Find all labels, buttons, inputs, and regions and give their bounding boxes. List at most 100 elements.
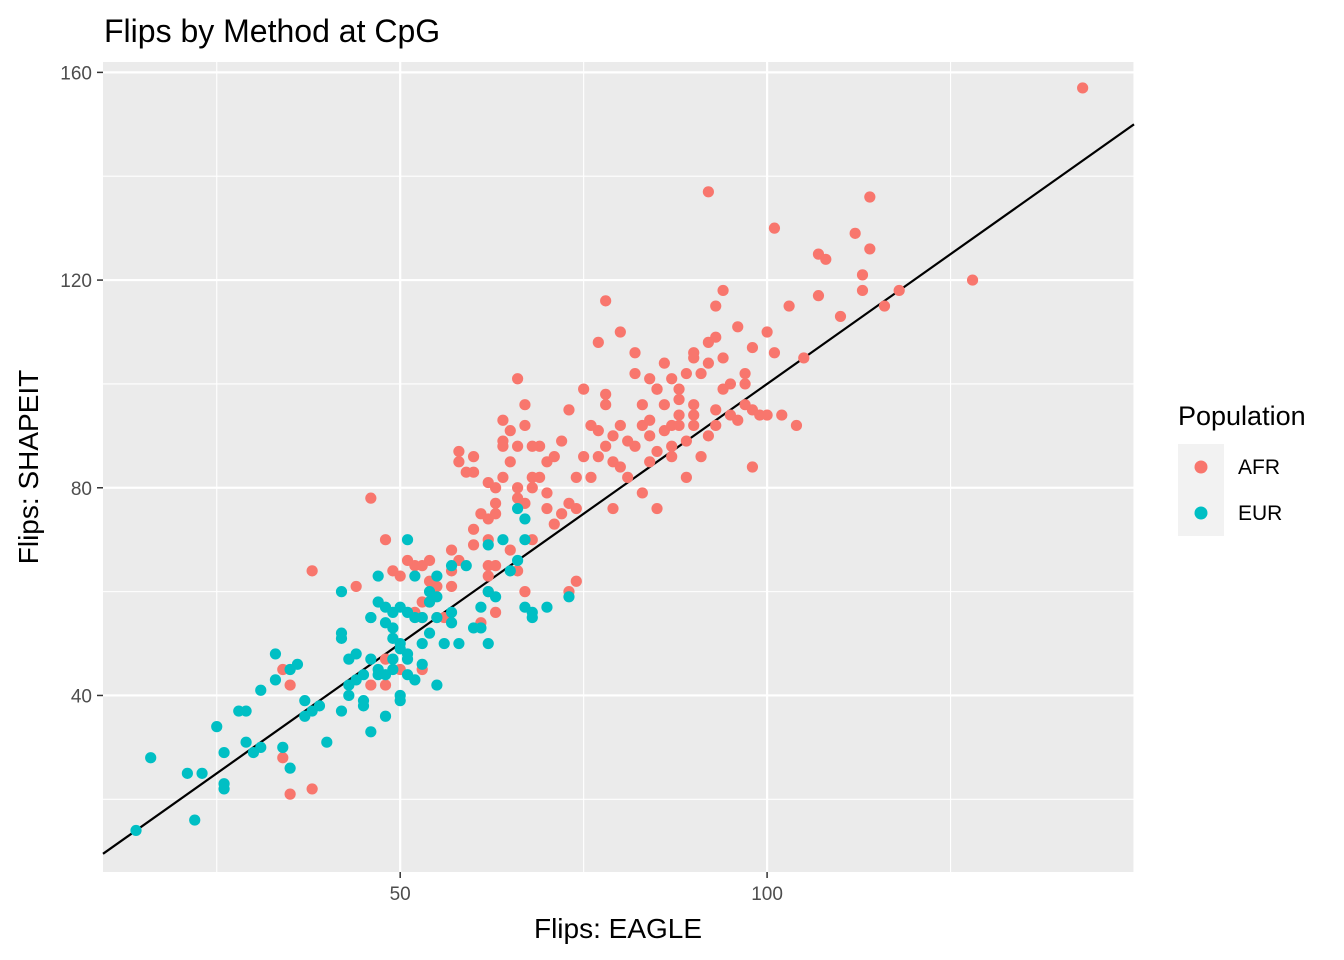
point-afr	[578, 451, 590, 463]
point-eur	[401, 669, 414, 681]
point-eur	[277, 741, 289, 753]
point-eur	[409, 570, 421, 582]
point-eur	[130, 824, 142, 837]
legend-label-afr: AFR	[1238, 456, 1280, 479]
point-eur	[563, 591, 575, 603]
point-afr	[512, 492, 524, 504]
point-afr	[856, 269, 869, 281]
point-afr	[666, 373, 678, 385]
point-afr	[658, 357, 670, 369]
point-afr	[365, 492, 377, 504]
point-afr	[651, 383, 663, 395]
point-afr	[739, 367, 751, 380]
point-eur	[519, 513, 531, 525]
point-eur	[401, 534, 414, 546]
point-eur	[372, 596, 384, 608]
point-afr	[724, 378, 737, 390]
point-afr	[394, 570, 406, 582]
point-afr	[614, 461, 626, 473]
point-afr	[600, 388, 612, 400]
point-afr	[717, 284, 729, 297]
point-afr	[673, 383, 685, 395]
point-afr	[489, 497, 502, 509]
point-eur	[482, 637, 494, 650]
point-eur	[357, 669, 370, 681]
point-afr	[849, 227, 861, 239]
point-eur	[372, 570, 384, 582]
point-afr	[629, 347, 641, 359]
point-eur	[475, 622, 487, 634]
point-afr	[783, 300, 795, 312]
point-afr	[702, 430, 714, 442]
point-eur	[526, 606, 538, 618]
point-eur	[240, 736, 252, 748]
point-afr	[306, 565, 318, 577]
legend-label-eur: EUR	[1238, 502, 1282, 525]
point-afr	[607, 430, 619, 442]
point-afr	[820, 253, 832, 265]
point-afr	[893, 284, 905, 297]
point-afr	[512, 482, 524, 494]
point-afr	[423, 554, 436, 567]
point-eur	[438, 637, 450, 650]
y-tick-label: 80	[71, 479, 92, 500]
point-afr	[365, 679, 377, 691]
point-afr	[761, 326, 773, 338]
point-afr	[702, 336, 714, 348]
point-eur	[431, 611, 443, 624]
point-eur	[445, 617, 458, 629]
point-afr	[798, 352, 810, 364]
point-eur	[431, 570, 443, 582]
point-eur	[335, 632, 348, 644]
point-afr	[622, 435, 634, 447]
point-afr	[644, 456, 656, 468]
point-eur	[321, 736, 333, 748]
point-eur	[299, 695, 311, 707]
point-afr	[739, 378, 751, 390]
point-eur	[189, 814, 201, 826]
point-afr	[570, 575, 582, 587]
point-eur	[211, 721, 223, 733]
point-afr	[548, 518, 560, 530]
point-afr	[636, 487, 648, 499]
point-eur	[512, 502, 524, 515]
point-afr	[277, 752, 289, 764]
point-afr	[592, 336, 604, 348]
point-eur	[343, 689, 355, 702]
point-afr	[688, 352, 700, 364]
point-eur	[145, 752, 157, 764]
point-afr	[489, 508, 502, 520]
point-eur	[365, 611, 377, 624]
point-afr	[688, 399, 700, 411]
point-afr	[519, 399, 531, 411]
point-eur	[460, 560, 472, 572]
point-eur	[365, 726, 377, 738]
point-afr	[614, 419, 626, 432]
point-eur	[423, 627, 436, 639]
y-axis-title: Flips: SHAPEIT	[13, 370, 44, 564]
point-afr	[710, 419, 722, 432]
point-eur	[423, 586, 436, 598]
reference-line-layer	[102, 123, 1135, 855]
point-eur	[284, 762, 296, 774]
point-afr	[651, 502, 663, 515]
point-afr	[379, 534, 392, 546]
point-afr	[489, 606, 502, 618]
legend-swatch-afr	[1194, 460, 1208, 474]
point-afr	[541, 487, 553, 499]
point-afr	[585, 471, 597, 483]
point-afr	[732, 414, 744, 426]
point-afr	[710, 300, 722, 312]
point-afr	[966, 274, 979, 286]
point-afr	[284, 679, 296, 691]
x-tick-label: 50	[390, 884, 411, 905]
point-afr	[600, 295, 612, 307]
point-eur	[379, 710, 392, 722]
point-eur	[387, 653, 399, 665]
point-eur	[445, 560, 458, 572]
point-afr	[761, 409, 773, 421]
point-eur	[445, 606, 458, 618]
point-afr	[578, 383, 590, 395]
point-afr	[401, 554, 414, 567]
point-eur	[255, 741, 267, 753]
